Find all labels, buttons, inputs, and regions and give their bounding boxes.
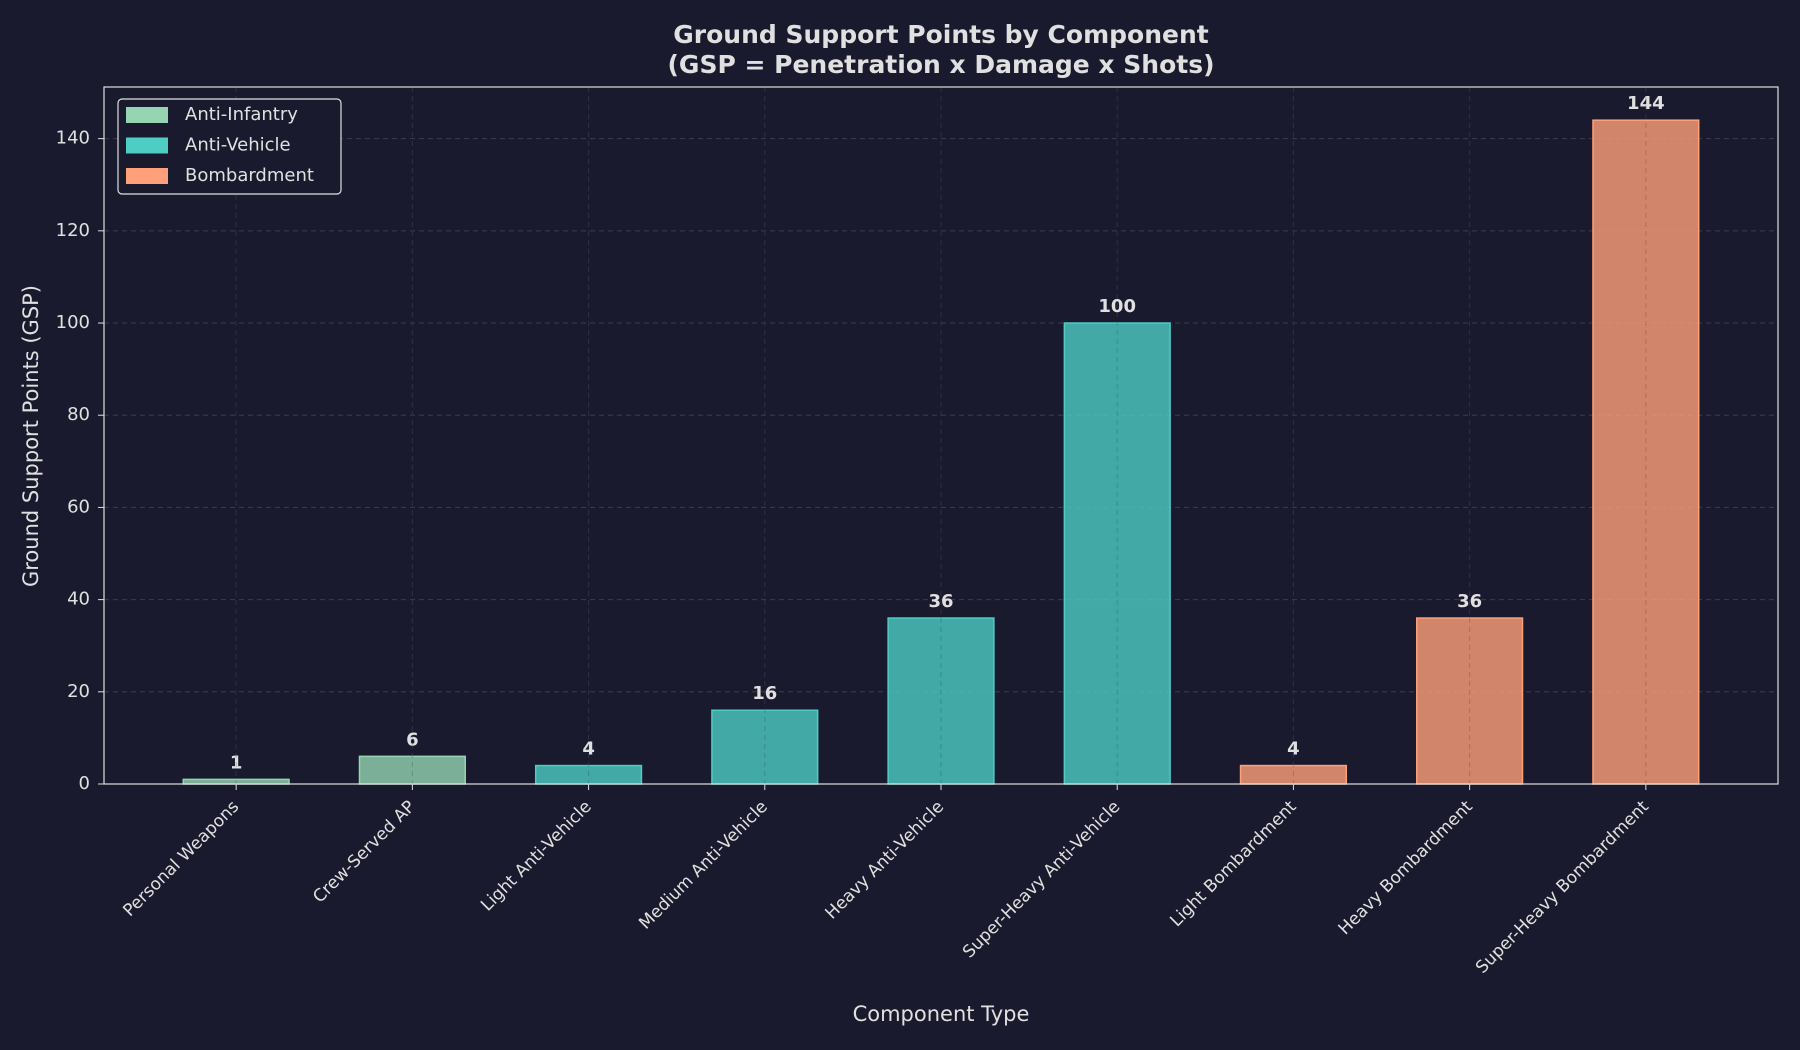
legend-swatch (126, 168, 168, 184)
chart-subtitle: (GSP = Penetration x Damage x Shots) (668, 50, 1215, 79)
y-tick-label: 120 (56, 220, 90, 241)
y-tick-label: 60 (67, 496, 90, 517)
x-axis-label: Component Type (853, 1002, 1030, 1026)
y-tick-label: 80 (67, 404, 90, 425)
value-label: 4 (582, 739, 595, 760)
bar (1416, 617, 1524, 785)
legend-swatch (126, 107, 168, 123)
bar (1063, 322, 1171, 785)
legend-box (117, 98, 342, 195)
plot-frame (103, 86, 1779, 785)
bar (711, 709, 819, 785)
value-label: 144 (1627, 93, 1665, 114)
y-tick-label: 0 (79, 773, 90, 794)
chart-title: Ground Support Points by Component (673, 20, 1208, 49)
bar (887, 617, 995, 785)
y-tick-label: 40 (67, 589, 90, 610)
legend-label: Anti-Vehicle (185, 135, 291, 156)
value-label: 16 (752, 683, 777, 704)
y-tick-label: 100 (56, 312, 90, 333)
legend-label: Anti-Infantry (185, 104, 298, 125)
y-axis-label: Ground Support Points (GSP) (19, 285, 43, 587)
value-label: 36 (928, 591, 953, 612)
legend-label: Bombardment (185, 165, 314, 186)
bar (358, 755, 466, 785)
value-label: 6 (406, 729, 419, 750)
y-tick-label: 140 (56, 128, 90, 149)
y-tick-label: 20 (67, 681, 90, 702)
bar (1592, 119, 1700, 785)
value-label: 4 (1287, 739, 1300, 760)
value-label: 36 (1457, 591, 1482, 612)
value-label: 1 (230, 752, 243, 773)
value-label: 100 (1098, 296, 1136, 317)
legend-swatch (126, 137, 168, 154)
